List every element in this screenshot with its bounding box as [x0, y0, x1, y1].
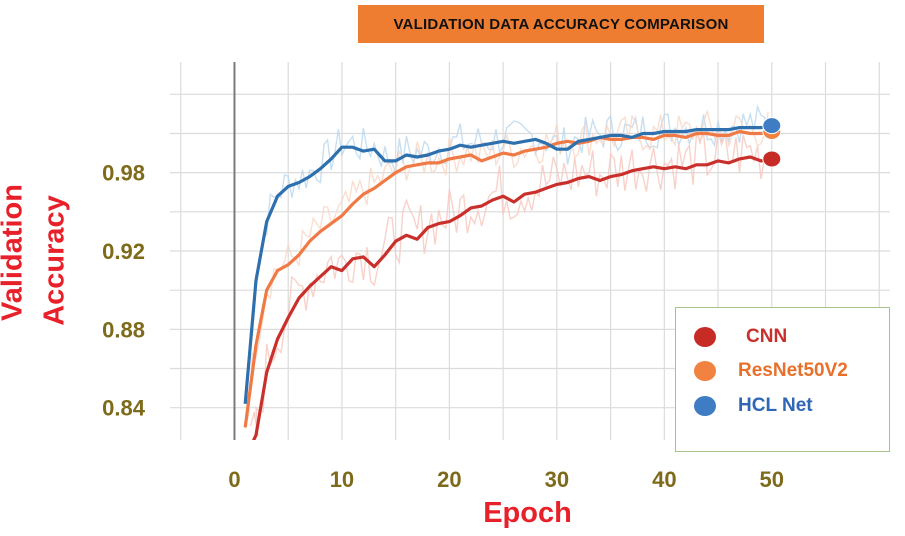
end-marker-cnn [762, 150, 782, 168]
legend: CNN ResNet50V2 HCL Net [675, 307, 890, 452]
end-marker-hcl-net [762, 117, 782, 135]
legend-label-resnet50v2: ResNet50V2 [738, 360, 848, 381]
y-tick-label: 0.92 [102, 239, 145, 264]
series-line-resnet50v2 [243, 129, 773, 428]
series-line-cnn [251, 155, 773, 440]
legend-label-hcl-net: HCL Net [738, 395, 813, 416]
legend-marker-resnet50v2 [694, 361, 716, 381]
x-tick-label: 30 [545, 467, 569, 492]
y-axis-label-line1: Validation [0, 184, 29, 321]
legend-marker-hcl-net [694, 396, 716, 416]
legend-marker-cnn [694, 327, 716, 347]
chart-title-box: VALIDATION DATA ACCURACY COMPARISON [358, 5, 764, 43]
y-tick-label: 0.98 [102, 161, 145, 186]
noise-cnn [249, 131, 769, 437]
legend-item-hcl-net: HCL Net [694, 395, 813, 417]
y-tick-label: 0.88 [102, 317, 145, 342]
x-tick-label: 10 [330, 467, 354, 492]
noise-hcl-net [244, 104, 769, 401]
x-tick-label: 40 [652, 467, 676, 492]
x-tick-label: 50 [760, 467, 784, 492]
series-line-hcl-net [243, 124, 773, 404]
legend-item-cnn: CNN [694, 326, 787, 348]
x-axis-label: Epoch [483, 497, 572, 529]
y-tick-label: 0.84 [102, 396, 146, 421]
legend-item-resnet50v2: ResNet50V2 [694, 360, 848, 382]
chart-title: VALIDATION DATA ACCURACY COMPARISON [393, 15, 729, 33]
x-tick-label: 0 [228, 467, 240, 492]
y-axis-label-line2: Accuracy [38, 195, 71, 326]
legend-label-cnn: CNN [746, 326, 788, 347]
x-tick-label: 20 [437, 467, 461, 492]
